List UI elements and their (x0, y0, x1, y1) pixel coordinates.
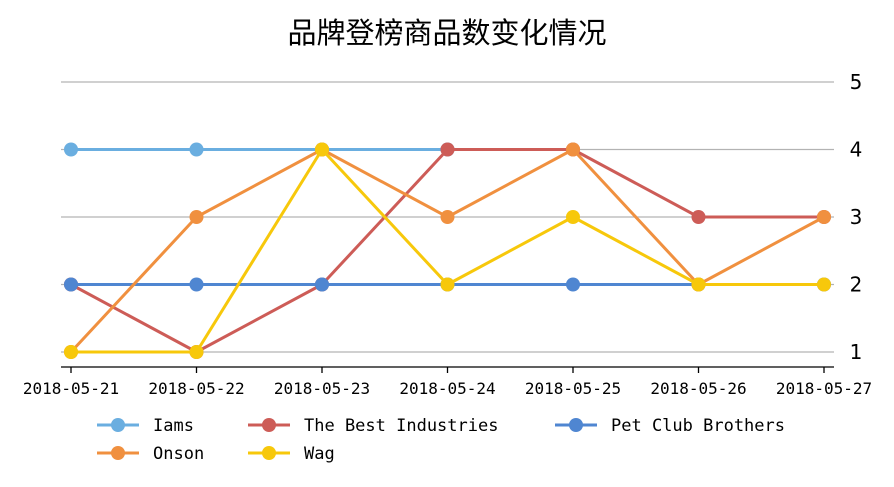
series-group (64, 142, 831, 359)
data-point (64, 142, 78, 157)
x-tick-label: 2018-05-21 (23, 379, 119, 398)
data-point (566, 210, 580, 224)
x-tick-label: 2018-05-25 (525, 379, 621, 398)
legend-marker (569, 418, 583, 432)
x-tick-label: 2018-05-23 (274, 379, 370, 398)
x-tick-label: 2018-05-27 (776, 379, 872, 398)
legend-item: Iams (97, 416, 194, 436)
legend-item: The Best Industries (248, 416, 498, 436)
data-point (440, 277, 455, 292)
y-tick-label: 1 (850, 340, 863, 364)
legend-marker (111, 446, 125, 460)
y-tick-label: 5 (850, 70, 863, 94)
data-point (566, 142, 580, 157)
data-point (189, 345, 204, 359)
series-line (70, 148, 824, 354)
legend-label: Iams (153, 416, 194, 436)
legend-marker (262, 446, 276, 460)
data-point (440, 142, 455, 157)
data-point (315, 277, 329, 292)
data-point (440, 210, 455, 224)
y-tick-label: 4 (850, 138, 863, 162)
data-point (189, 277, 204, 292)
series-line (69, 148, 825, 354)
series-group (64, 142, 831, 359)
legend-label: Pet Club Brothers (611, 416, 785, 436)
data-point (566, 277, 580, 292)
legend-item: Wag (248, 444, 335, 464)
y-tick-label: 2 (850, 273, 863, 297)
series-group (64, 142, 455, 157)
legend-label: Onson (153, 444, 204, 464)
legend-marker (262, 418, 276, 432)
legend-label: The Best Industries (304, 416, 498, 436)
legend-item: Pet Club Brothers (555, 416, 785, 436)
x-tick-label: 2018-05-22 (148, 379, 244, 398)
data-point (64, 345, 78, 359)
legend-label: Wag (304, 444, 335, 464)
legend-item: Onson (97, 444, 204, 464)
data-point (691, 210, 706, 224)
data-point (817, 210, 831, 224)
data-point (64, 277, 78, 292)
legend: Iams The Best Industries Pet Club Brothers… (97, 416, 785, 464)
data-point (691, 277, 706, 292)
series-lines (64, 142, 831, 359)
axes: 1 2 3 4 5 2018-05-21 2018-05-22 2018-05-23 2018-… (23, 70, 872, 398)
data-point (817, 277, 831, 292)
data-point (189, 210, 204, 224)
x-tick-label: 2018-05-24 (399, 379, 495, 398)
legend-marker (111, 418, 125, 432)
series-group (64, 142, 831, 359)
series-line (71, 148, 824, 354)
chart-title: 品牌登榜商品数变化情况 (287, 16, 606, 50)
y-tick-label: 3 (850, 205, 863, 229)
x-tick-label: 2018-05-26 (650, 379, 746, 398)
data-point (189, 142, 204, 157)
data-point (315, 142, 329, 157)
